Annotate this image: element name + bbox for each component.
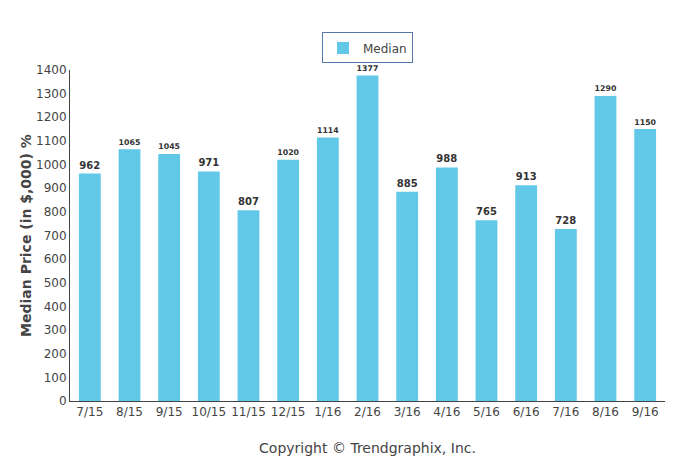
svg-text:Median: Median [363, 42, 407, 56]
svg-text:900: 900 [44, 181, 67, 195]
svg-text:1045: 1045 [158, 142, 180, 151]
svg-text:800: 800 [44, 205, 67, 219]
svg-text:6/16: 6/16 [513, 405, 540, 419]
svg-text:700: 700 [44, 229, 67, 243]
svg-text:100: 100 [44, 371, 67, 385]
svg-text:1290: 1290 [595, 84, 617, 93]
svg-text:200: 200 [44, 347, 67, 361]
svg-text:885: 885 [397, 178, 418, 189]
svg-text:9/16: 9/16 [632, 405, 659, 419]
svg-text:8/15: 8/15 [116, 405, 143, 419]
svg-text:Median Price (in $,000) %: Median Price (in $,000) % [18, 134, 34, 337]
svg-text:1400: 1400 [36, 63, 67, 77]
svg-text:500: 500 [44, 276, 67, 290]
svg-text:1020: 1020 [277, 148, 299, 157]
svg-text:7/16: 7/16 [552, 405, 579, 419]
svg-text:962: 962 [79, 160, 100, 171]
svg-text:Copyright © Trendgraphix, Inc.: Copyright © Trendgraphix, Inc. [259, 440, 476, 456]
svg-text:971: 971 [198, 157, 219, 168]
svg-text:600: 600 [44, 252, 67, 266]
svg-text:11/15: 11/15 [231, 405, 266, 419]
svg-text:1000: 1000 [36, 158, 67, 172]
svg-text:1065: 1065 [119, 138, 141, 147]
svg-text:5/16: 5/16 [473, 405, 500, 419]
svg-text:4/16: 4/16 [433, 405, 460, 419]
svg-text:1150: 1150 [634, 118, 656, 127]
svg-text:1114: 1114 [317, 126, 339, 135]
svg-text:300: 300 [44, 323, 67, 337]
svg-text:2/16: 2/16 [354, 405, 381, 419]
svg-text:765: 765 [476, 206, 497, 217]
svg-text:1/16: 1/16 [314, 405, 341, 419]
svg-text:0: 0 [59, 394, 67, 408]
svg-text:9/15: 9/15 [156, 405, 183, 419]
svg-text:1100: 1100 [36, 134, 67, 148]
svg-text:3/16: 3/16 [394, 405, 421, 419]
svg-text:10/15: 10/15 [192, 405, 227, 419]
svg-text:12/15: 12/15 [271, 405, 306, 419]
svg-text:807: 807 [238, 196, 259, 207]
svg-text:8/16: 8/16 [592, 405, 619, 419]
svg-text:1377: 1377 [357, 64, 379, 73]
svg-text:728: 728 [555, 215, 576, 226]
svg-text:1300: 1300 [36, 87, 67, 101]
svg-text:1200: 1200 [36, 110, 67, 124]
svg-text:400: 400 [44, 300, 67, 314]
svg-text:7/15: 7/15 [76, 405, 103, 419]
svg-text:913: 913 [516, 171, 537, 182]
svg-text:988: 988 [436, 153, 457, 164]
